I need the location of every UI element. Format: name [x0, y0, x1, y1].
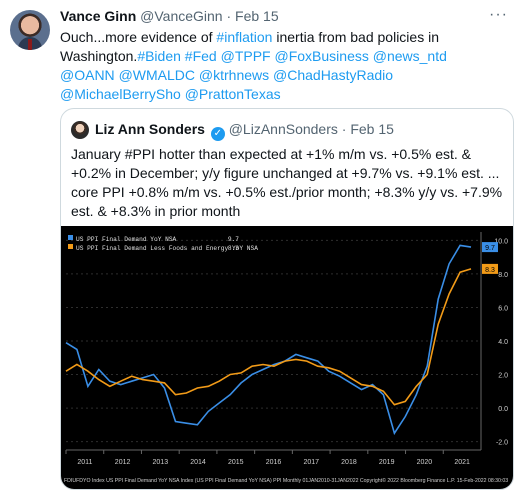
quoted-separator-dot: · — [341, 121, 347, 137]
quoted-tweet[interactable]: Liz Ann Sonders ✓ @LizAnnSonders · Feb 1… — [60, 108, 514, 490]
legend-swatch — [68, 235, 73, 240]
tweet-date[interactable]: Feb 15 — [235, 8, 279, 24]
tweet-text: Ouch...more evidence of #inflation inert… — [60, 28, 505, 104]
y-tick-label: 4.0 — [498, 339, 508, 346]
tag-link[interactable]: #Fed — [184, 48, 217, 64]
x-tick-label: 2011 — [77, 459, 92, 466]
series-line-ppi — [65, 244, 472, 436]
tag-link[interactable]: @OANN — [60, 67, 115, 83]
x-tick-label: 2015 — [228, 459, 244, 466]
tag-link[interactable]: @PrattonTexas — [184, 86, 281, 102]
x-tick-label: 2019 — [379, 459, 395, 466]
quoted-text: January #PPI hotter than expected at +1%… — [71, 146, 503, 219]
author-handle[interactable]: @VanceGinn — [140, 8, 223, 24]
y-tick-label: 10.0 — [494, 238, 508, 245]
x-tick-label: 2021 — [454, 459, 470, 466]
hashtag-inflation[interactable]: #inflation — [216, 29, 273, 45]
more-options-icon[interactable]: ··· — [489, 6, 508, 23]
tag-link[interactable]: @news_ntd — [372, 48, 447, 64]
tweet-text-part1: Ouch...more evidence of — [60, 29, 217, 45]
x-tick-label: 2014 — [190, 459, 206, 466]
x-tick-label: 2018 — [341, 459, 357, 466]
last-value-label: 8.3 — [485, 267, 495, 274]
y-tick-label: -2.0 — [496, 440, 508, 447]
verified-badge-icon: ✓ — [210, 127, 225, 141]
tag-link[interactable]: #Biden — [137, 48, 181, 64]
quoted-author-handle[interactable]: @LizAnnSonders — [228, 121, 338, 137]
ppi-chart-svg: 10.0 8.0 6.0 4.0 2.0 0.0 -2.0 2011 2012 2013 2014 2… — [64, 232, 508, 484]
quoted-author-name[interactable]: Liz Ann Sonders — [95, 121, 205, 137]
x-tick-label: 2013 — [153, 459, 169, 466]
ppi-chart[interactable]: 10.0 8.0 6.0 4.0 2.0 0.0 -2.0 2011 2012 2013 2014 2… — [61, 226, 513, 489]
x-tick-label: 2020 — [417, 459, 433, 466]
chart-footer: FDIUFDYO Index US PPI Final Demand YoY N… — [64, 477, 508, 484]
y-tick-label: 0.0 — [498, 406, 508, 413]
last-value-tag — [482, 242, 498, 253]
tag-link[interactable]: @ChadHastyRadio — [273, 67, 394, 83]
quoted-header: Liz Ann Sonders ✓ @LizAnnSonders · Feb 1… — [95, 121, 394, 141]
tweet-text-part2: inertia from bad policies in Washington. — [60, 29, 439, 64]
y-tick-label: 6.0 — [498, 305, 508, 312]
series-line-core-ppi — [65, 268, 472, 406]
x-tick-label: 2016 — [266, 459, 282, 466]
tag-link[interactable]: @FoxBusiness — [274, 48, 369, 64]
tag-link[interactable]: @TPPF — [220, 48, 271, 64]
y-tick-label: 8.0 — [498, 272, 508, 279]
legend-value: 9.7 — [228, 236, 239, 243]
tag-list: #Biden #Fed @TPPF @FoxBusiness @news_ntd… — [60, 48, 447, 102]
quoted-avatar[interactable] — [71, 121, 89, 139]
tag-link[interactable]: @MichaelBerrySho — [60, 86, 181, 102]
separator-dot: · — [226, 8, 232, 24]
tag-link[interactable]: @WMALDC — [118, 67, 195, 83]
tag-link[interactable]: @ktrhnews — [198, 67, 270, 83]
quoted-date[interactable]: Feb 15 — [350, 121, 394, 137]
y-tick-label: 2.0 — [498, 373, 508, 380]
avatar[interactable] — [10, 10, 50, 50]
last-value-label: 9.7 — [485, 245, 495, 252]
author-name[interactable]: Vance Ginn — [60, 8, 137, 24]
tweet-header: Vance Ginn @VanceGinn · Feb 15 — [60, 8, 510, 28]
legend-label: US PPI Final Demand Less Foods and Energ… — [76, 245, 258, 252]
legend-label: US PPI Final Demand YoY NSA — [76, 236, 177, 243]
legend-swatch — [68, 244, 73, 249]
last-value-tag — [482, 263, 498, 274]
legend-value: 8.3 — [228, 245, 239, 252]
x-tick-label: 2012 — [115, 459, 131, 466]
x-tick-label: 2017 — [303, 459, 319, 466]
